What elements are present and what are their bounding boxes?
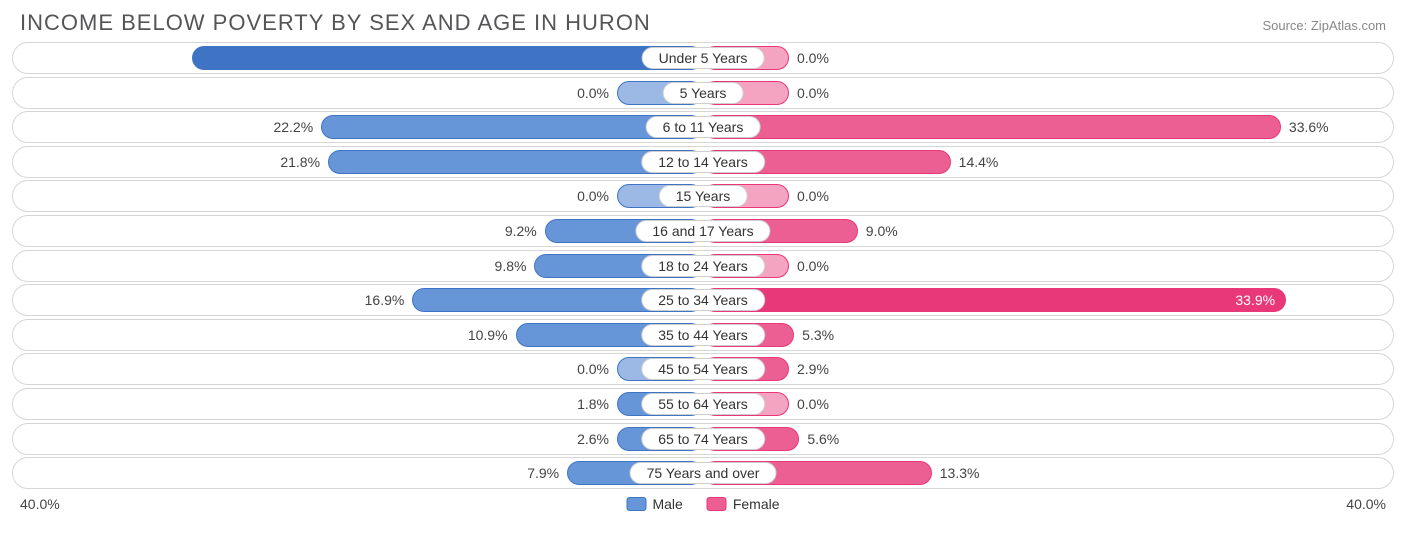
legend-female: Female xyxy=(707,496,780,512)
female-value-label: 0.0% xyxy=(797,50,829,66)
category-label: 25 to 34 Years xyxy=(641,289,765,311)
male-value-label: 0.0% xyxy=(577,85,609,101)
male-value-label: 22.2% xyxy=(273,119,313,135)
chart-row: 16.9% 33.9% 25 to 34 Years xyxy=(12,284,1394,316)
female-value-label: 13.3% xyxy=(940,465,980,481)
chart-row: 0.0% 2.9% 45 to 54 Years xyxy=(12,353,1394,385)
chart-area: 29.7% 0.0% Under 5 Years 0.0% 0.0% 5 Years 22.… xyxy=(0,42,1406,489)
category-label: 5 Years xyxy=(663,82,744,104)
male-value-label: 1.8% xyxy=(577,396,609,412)
male-bar: 29.7% xyxy=(192,46,703,70)
male-value-label: 9.8% xyxy=(495,258,527,274)
source-label: Source: ZipAtlas.com xyxy=(1262,18,1386,33)
legend-male-label: Male xyxy=(652,496,682,512)
male-swatch-icon xyxy=(626,497,646,511)
male-value-label: 9.2% xyxy=(505,223,537,239)
chart-row: 10.9% 5.3% 35 to 44 Years xyxy=(12,319,1394,351)
header: INCOME BELOW POVERTY BY SEX AND AGE IN H… xyxy=(0,0,1406,42)
female-swatch-icon xyxy=(707,497,727,511)
female-value-label: 0.0% xyxy=(797,396,829,412)
female-value-label: 0.0% xyxy=(797,85,829,101)
female-bar xyxy=(703,115,1281,139)
chart-row: 2.6% 5.6% 65 to 74 Years xyxy=(12,423,1394,455)
category-label: 65 to 74 Years xyxy=(641,428,765,450)
female-value-label: 9.0% xyxy=(866,223,898,239)
chart-row: 0.0% 0.0% 5 Years xyxy=(12,77,1394,109)
category-label: 15 Years xyxy=(659,185,748,207)
chart-row: 1.8% 0.0% 55 to 64 Years xyxy=(12,388,1394,420)
female-value-label: 33.6% xyxy=(1289,119,1329,135)
male-value-label: 7.9% xyxy=(527,465,559,481)
legend: Male Female xyxy=(626,496,779,512)
female-bar: 33.9% xyxy=(703,288,1286,312)
category-label: Under 5 Years xyxy=(642,47,765,69)
category-label: 45 to 54 Years xyxy=(641,358,765,380)
male-value-label: 21.8% xyxy=(280,154,320,170)
female-value-label: 33.9% xyxy=(1235,292,1275,308)
axis-row: 40.0% Male Female 40.0% xyxy=(0,492,1406,512)
category-label: 35 to 44 Years xyxy=(641,324,765,346)
chart-row: 9.8% 0.0% 18 to 24 Years xyxy=(12,250,1394,282)
axis-left-max: 40.0% xyxy=(20,496,60,512)
male-value-label: 16.9% xyxy=(365,292,405,308)
chart-row: 9.2% 9.0% 16 and 17 Years xyxy=(12,215,1394,247)
male-value-label: 10.9% xyxy=(468,327,508,343)
female-value-label: 0.0% xyxy=(797,258,829,274)
category-label: 16 and 17 Years xyxy=(635,220,770,242)
male-value-label: 0.0% xyxy=(577,361,609,377)
female-value-label: 14.4% xyxy=(959,154,999,170)
male-value-label: 0.0% xyxy=(577,188,609,204)
male-value-label: 2.6% xyxy=(577,431,609,447)
chart-row: 22.2% 33.6% 6 to 11 Years xyxy=(12,111,1394,143)
female-value-label: 2.9% xyxy=(797,361,829,377)
chart-row: 0.0% 0.0% 15 Years xyxy=(12,180,1394,212)
female-value-label: 0.0% xyxy=(797,188,829,204)
female-value-label: 5.6% xyxy=(807,431,839,447)
axis-right-max: 40.0% xyxy=(1346,496,1386,512)
category-label: 75 Years and over xyxy=(630,462,777,484)
category-label: 55 to 64 Years xyxy=(641,393,765,415)
category-label: 12 to 14 Years xyxy=(641,151,765,173)
category-label: 6 to 11 Years xyxy=(646,116,761,138)
chart-row: 29.7% 0.0% Under 5 Years xyxy=(12,42,1394,74)
chart-row: 21.8% 14.4% 12 to 14 Years xyxy=(12,146,1394,178)
female-value-label: 5.3% xyxy=(802,327,834,343)
legend-male: Male xyxy=(626,496,682,512)
chart-row: 7.9% 13.3% 75 Years and over xyxy=(12,457,1394,489)
legend-female-label: Female xyxy=(733,496,780,512)
category-label: 18 to 24 Years xyxy=(641,255,765,277)
chart-title: INCOME BELOW POVERTY BY SEX AND AGE IN H… xyxy=(20,10,651,36)
